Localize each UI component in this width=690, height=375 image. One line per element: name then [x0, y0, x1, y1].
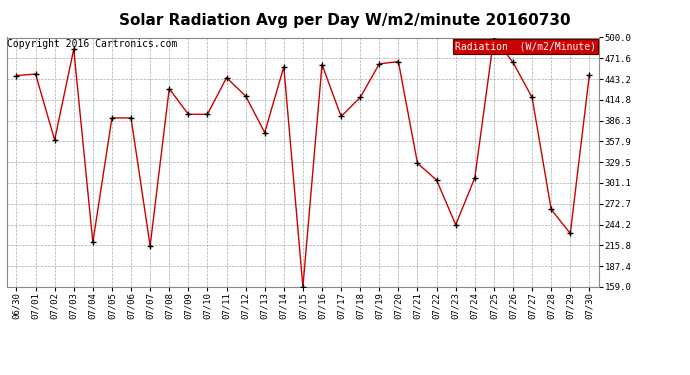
Text: Copyright 2016 Cartronics.com: Copyright 2016 Cartronics.com [7, 39, 177, 50]
Text: Radiation  (W/m2/Minute): Radiation (W/m2/Minute) [455, 41, 596, 51]
Text: Solar Radiation Avg per Day W/m2/minute 20160730: Solar Radiation Avg per Day W/m2/minute … [119, 13, 571, 28]
